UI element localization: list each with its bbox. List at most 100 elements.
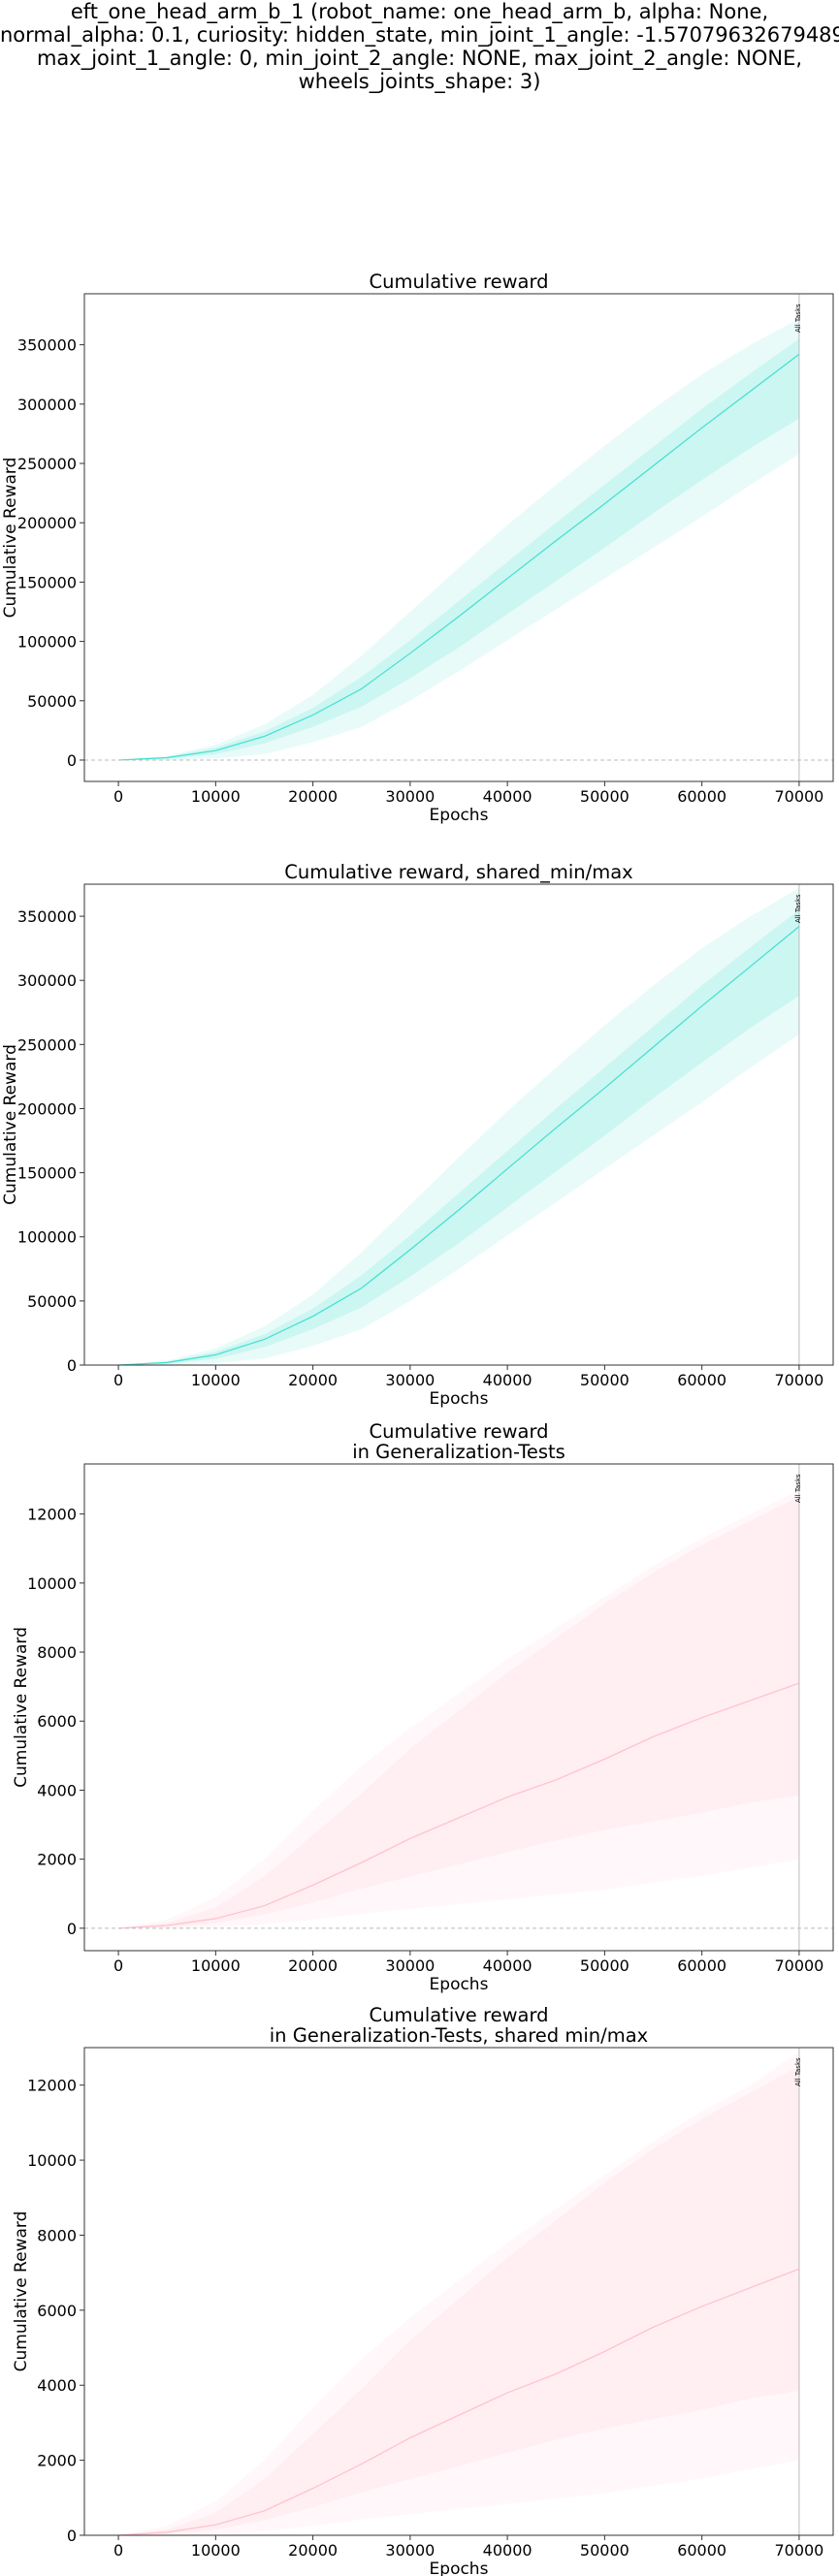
y-tick-label: 4000 [37, 1781, 77, 1799]
mean-line [118, 353, 800, 761]
y-tick-label: 200000 [17, 1099, 77, 1118]
x-axis-label: Epochs [430, 806, 489, 825]
y-tick-label: 150000 [17, 1164, 77, 1183]
y-tick-label: 0 [67, 1920, 77, 1938]
x-tick-label: 60000 [677, 1956, 726, 1975]
y-tick-label: 12000 [27, 1506, 77, 1524]
band-inner-area [118, 1496, 799, 1928]
x-tick-label: 0 [113, 1371, 123, 1389]
x-tick-label: 70000 [774, 1371, 823, 1389]
plot-area [84, 318, 833, 761]
y-axis-label: Cumulative Reward [1, 458, 20, 619]
x-tick-label: 50000 [580, 2541, 629, 2560]
y-tick-label: 0 [67, 1356, 77, 1375]
y-axis-label: Cumulative Reward [1, 1044, 20, 1205]
chart-panel-2: All Tasks 0 10000 20000 30000 40000 50000 60000… [1, 861, 834, 1409]
axes-frame [83, 883, 834, 1366]
x-tick-label: 70000 [774, 787, 823, 806]
x-tick-label: 10000 [191, 1956, 241, 1975]
y-tick-label: 12000 [27, 2077, 77, 2095]
x-tick-label: 0 [113, 1956, 123, 1975]
y-tick-label: 200000 [17, 514, 77, 532]
x-tick-label: 20000 [288, 2541, 338, 2560]
y-tick-label: 10000 [27, 1574, 77, 1593]
task-boundary-label: All Tasks [794, 894, 802, 923]
x-tick-label: 40000 [483, 1371, 532, 1389]
y-tick-label: 6000 [37, 1712, 77, 1731]
y-tick-label: 50000 [27, 692, 77, 711]
plot-area [118, 2051, 800, 2535]
y-tick-label: 300000 [17, 971, 77, 990]
y-tick-label: 2000 [37, 2452, 77, 2470]
chart-title: in Generalization-Tests [352, 1441, 565, 1463]
task-boundary-label: All Tasks [794, 1474, 802, 1503]
y-tick-label: 100000 [17, 633, 77, 652]
x-tick-label: 30000 [385, 2541, 435, 2560]
suptitle-line: normal_alpha: 0.1, curiosity: hidden_sta… [0, 23, 839, 47]
y-tick-label: 0 [67, 751, 77, 770]
x-tick-label: 0 [113, 2541, 123, 2560]
y-tick-label: 8000 [37, 1643, 77, 1662]
suptitle-line: wheels_joints_shape: 3) [298, 70, 541, 93]
y-tick-label: 350000 [17, 336, 77, 355]
mean-line [118, 1682, 800, 1929]
x-axis-label: Epochs [430, 1389, 489, 1409]
y-tick-label: 4000 [37, 2376, 77, 2395]
x-tick-label: 70000 [774, 2541, 823, 2560]
x-tick-label: 20000 [288, 1956, 338, 1975]
x-axis-label: Epochs [430, 1975, 489, 1994]
x-tick-label: 60000 [677, 787, 726, 806]
plot-area [118, 888, 800, 1365]
task-boundary-label: All Tasks [794, 2057, 802, 2086]
mean-line [118, 926, 800, 1365]
y-axis-label: Cumulative Reward [12, 1627, 31, 1788]
x-tick-label: 20000 [288, 1371, 338, 1389]
band-outer-area [118, 2051, 799, 2535]
x-tick-label: 70000 [774, 1956, 823, 1975]
y-tick-label: 0 [67, 2527, 77, 2545]
x-tick-label: 50000 [580, 1956, 629, 1975]
x-tick-label: 30000 [385, 1371, 435, 1389]
x-axis-label: Epochs [430, 2560, 489, 2576]
chart-panel-1: All Tasks 0 10000 20000 30000 40000 50000 60000… [1, 270, 834, 825]
chart-title: in Generalization-Tests, shared min/max [270, 2024, 648, 2047]
x-tick-label: 40000 [483, 1956, 532, 1975]
y-tick-label: 300000 [17, 396, 77, 414]
x-tick-label: 40000 [483, 2541, 532, 2560]
chart-title: Cumulative reward, shared_min/max [284, 861, 632, 883]
y-tick-label: 10000 [27, 2151, 77, 2170]
x-tick-label: 40000 [483, 787, 532, 806]
chart-title: Cumulative reward [369, 270, 548, 293]
band-inner-area [118, 2066, 799, 2535]
task-boundary-label: All Tasks [794, 303, 802, 333]
x-tick-label: 20000 [288, 787, 338, 806]
y-tick-label: 6000 [37, 2302, 77, 2320]
y-tick-label: 8000 [37, 2226, 77, 2244]
x-tick-label: 30000 [385, 787, 435, 806]
axes-frame [83, 1463, 834, 1952]
chart-title: Cumulative reward [369, 2004, 548, 2026]
y-axis-label: Cumulative Reward [12, 2211, 31, 2372]
x-tick-label: 0 [113, 787, 123, 806]
y-tick-label: 50000 [27, 1292, 77, 1311]
suptitle-line: eft_one_head_arm_b_1 (robot_name: one_he… [70, 0, 769, 23]
band-outer-area [118, 888, 799, 1365]
x-tick-label: 50000 [580, 787, 629, 806]
mean-line [118, 2268, 800, 2535]
y-tick-label: 2000 [37, 1851, 77, 1869]
x-tick-label: 60000 [677, 2541, 726, 2560]
plot-area [84, 1489, 833, 1929]
y-tick-label: 100000 [17, 1228, 77, 1247]
x-tick-label: 60000 [677, 1371, 726, 1389]
x-tick-label: 10000 [191, 787, 241, 806]
band-outer-area [118, 1489, 799, 1928]
axes-frame [83, 2047, 834, 2536]
x-tick-label: 30000 [385, 1956, 435, 1975]
y-tick-label: 150000 [17, 573, 77, 591]
figure-suptitle: eft_one_head_arm_b_1 (robot_name: one_he… [0, 0, 839, 93]
x-tick-label: 10000 [191, 2541, 241, 2560]
y-tick-label: 350000 [17, 907, 77, 926]
band-outer-area [118, 318, 799, 760]
